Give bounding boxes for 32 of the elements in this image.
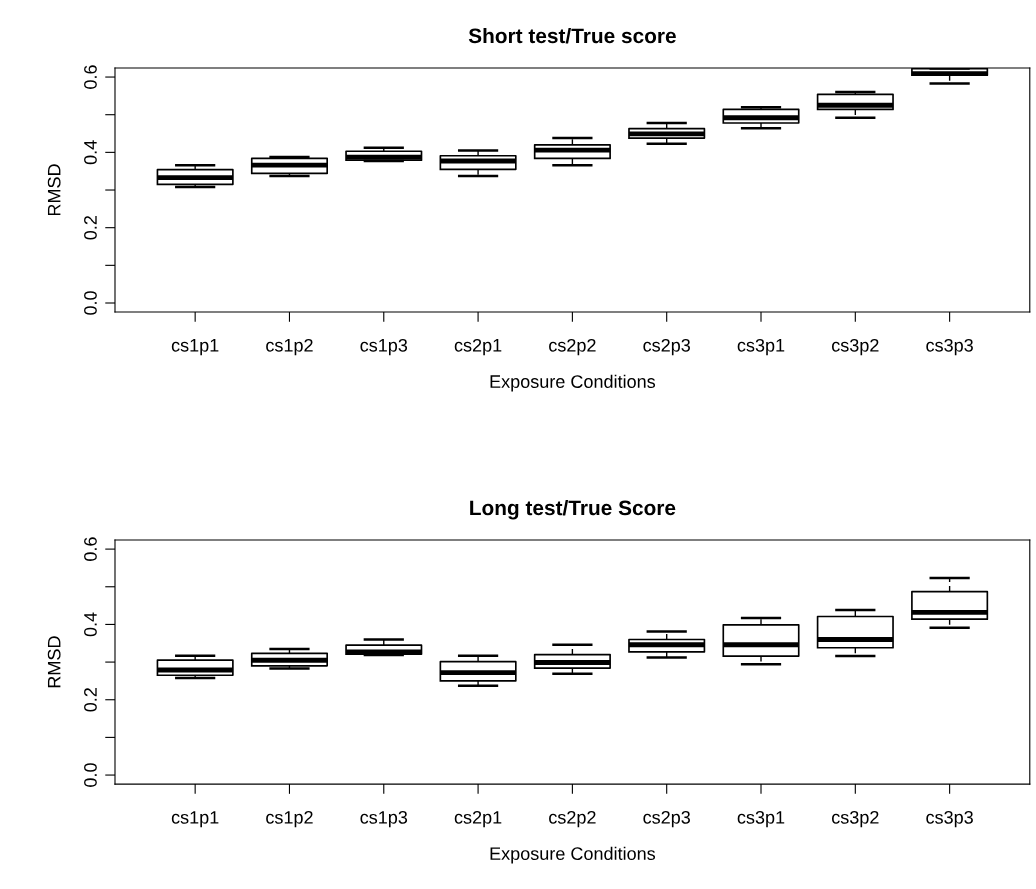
x-tick-label: cs3p1	[737, 810, 785, 828]
y-tick-label: 0.4	[84, 612, 97, 637]
x-axis-title: Exposure Conditions	[490, 374, 656, 392]
y-tick-label: 0.6	[84, 537, 97, 561]
y-tick-label: 0.0	[84, 763, 97, 787]
x-tick-label: cs3p2	[831, 338, 879, 356]
x-tick-label: cs3p1	[737, 338, 785, 356]
chart-title: Long test/True Score	[470, 499, 676, 520]
y-tick-label: 0.2	[84, 688, 97, 712]
y-tick-label: 0.4	[84, 140, 97, 165]
x-tick-label: cs2p1	[454, 810, 502, 828]
chart-title: Short test/True score	[468, 27, 676, 44]
x-tick-label: cs2p3	[643, 810, 690, 828]
x-tick-label: cs3p3	[926, 810, 973, 828]
x-tick-label: cs1p1	[171, 339, 219, 356]
y-tick-label: 0.6	[84, 65, 97, 89]
x-tick-label: cs2p2	[549, 338, 596, 356]
x-tick-label: cs3p2	[831, 810, 879, 828]
y-tick-label: 0.0	[84, 291, 97, 315]
x-tick-label: cs1p2	[266, 810, 313, 828]
x-tick-label: cs2p1	[454, 338, 502, 356]
x-tick-label: cs1p3	[360, 810, 408, 828]
y-axis-title: RMSD	[47, 636, 61, 688]
x-tick-label: cs1p1	[171, 811, 219, 828]
y-tick-label: 0.2	[84, 216, 97, 240]
x-tick-label: cs1p3	[360, 338, 408, 356]
x-tick-label: cs1p2	[266, 338, 313, 356]
x-tick-label: cs3p3	[926, 338, 973, 356]
x-axis-title: Exposure Conditions	[490, 846, 656, 864]
x-tick-label: cs2p3	[643, 338, 690, 356]
y-axis-title: RMSD	[47, 164, 61, 216]
x-tick-label: cs2p2	[549, 810, 596, 828]
